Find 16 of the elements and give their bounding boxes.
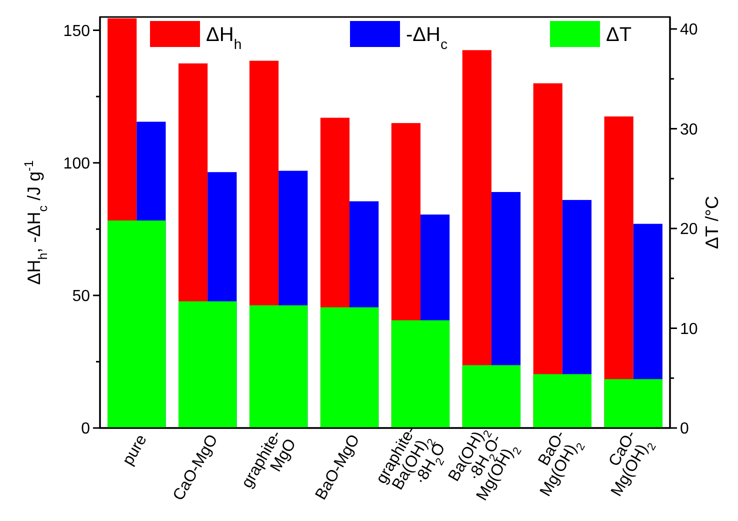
y2-tick-label: 30 <box>680 121 698 138</box>
y2-axis-title: ΔT /°C <box>702 196 722 249</box>
y-tick-label: 50 <box>72 288 90 306</box>
y-tick-label: 100 <box>63 155 90 172</box>
bar <box>462 365 521 428</box>
legend-label: -ΔH$_{c}$ <box>406 24 448 52</box>
y2-tick-label: 20 <box>680 221 698 238</box>
bar <box>533 374 592 428</box>
bar <box>604 379 662 428</box>
legend-label: ΔH$_{h}$ <box>206 24 242 52</box>
legend-label: ΔT <box>606 24 632 46</box>
y2-tick-label: 10 <box>680 320 698 338</box>
y-tick-label: 0 <box>81 420 90 438</box>
y2-tick-label: 40 <box>680 22 698 39</box>
y2-tick-label: 0 <box>680 420 689 438</box>
y-tick-label: 150 <box>63 22 90 40</box>
